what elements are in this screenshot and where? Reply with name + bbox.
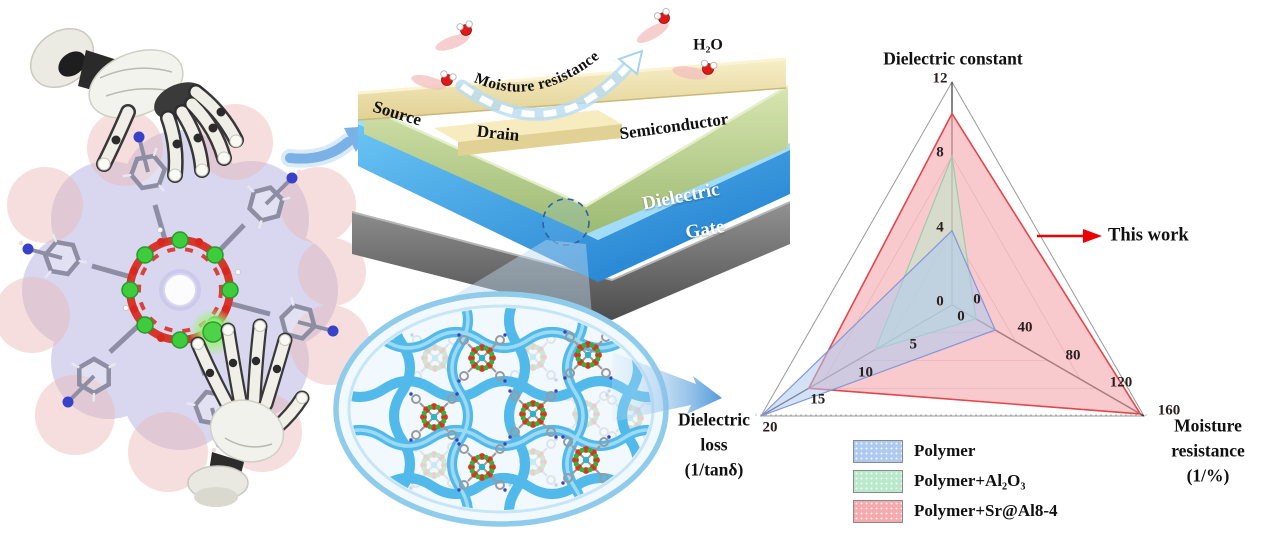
radar-tick-label: 0: [936, 293, 944, 310]
h2o-label: H₂O: [693, 36, 723, 54]
water-molecule: [411, 70, 457, 90]
drain-label: Drain: [475, 121, 521, 145]
radar-tick-label: 20: [762, 419, 778, 436]
radar-polygon-polymer: [760, 229, 997, 417]
gate-layer: [352, 202, 790, 320]
semiconductor-layer: [364, 86, 788, 234]
legend-swatch-sr-al84: [853, 499, 903, 523]
water-molecule: [672, 59, 718, 80]
radar-axis-top-label: Dielectric constant: [883, 48, 1023, 69]
water-molecule: [636, 8, 670, 43]
legend-swatch-polymer: [853, 439, 903, 463]
radar-tick-label: 40: [1017, 319, 1033, 336]
radar-chart: [755, 80, 1148, 417]
radar-legend: Polymer Polymer+Al₂O₃ Polymer+Sr@Al8-4: [853, 436, 1058, 526]
water-molecules: [411, 8, 718, 90]
radar-tick-label: 160: [1157, 402, 1181, 419]
molecule-panel: [0, 27, 370, 507]
this-work-label: This work: [1108, 225, 1189, 246]
legend-row-sr-al84: Polymer+Sr@Al8-4: [853, 496, 1058, 526]
radar-tick-label: 12: [932, 70, 948, 87]
radar-tick-label: 0: [973, 291, 981, 308]
legend-row-polymer: Polymer: [853, 436, 1058, 466]
drain-electrode: [434, 110, 622, 142]
radar-axis-left-label: Dielectric loss (1/tanδ): [678, 409, 750, 480]
legend-swatch-al2o3: [853, 469, 903, 493]
water-molecule: [435, 20, 473, 51]
radar-tick-label: 0: [957, 308, 965, 325]
legend-label-sr-al84: Polymer+Sr@Al8-4: [914, 501, 1058, 520]
legend-label-polymer: Polymer: [914, 441, 976, 460]
radar-tick-label: 15: [810, 391, 826, 408]
radar-tick-label: 10: [858, 364, 873, 380]
legend-row-al2o3: Polymer+Al₂O₃: [853, 466, 1058, 496]
robot-hand-top: [30, 27, 244, 183]
radar-tick-label: 8: [936, 144, 944, 161]
radar-outer-triangle: [760, 80, 1145, 417]
flow-arrow-bottom: [612, 352, 722, 422]
legend-label-al2o3: Polymer+Al₂O₃: [914, 471, 1026, 490]
zoom-callout-circle: [542, 198, 590, 246]
robot-hand-bottom: [187, 318, 310, 507]
this-work-arrow: [1037, 229, 1102, 243]
radar-tick-label: 5: [909, 336, 918, 353]
radar-tick-label: 80: [1065, 347, 1081, 363]
radar-tick-label: 120: [1109, 374, 1133, 391]
polymer-network-oval: [333, 291, 669, 527]
radar-tick-label: 4: [936, 219, 944, 236]
dielectric-layer: [358, 124, 790, 282]
radar-axis-right-label: Moisture resistance (1/%): [1171, 415, 1245, 486]
